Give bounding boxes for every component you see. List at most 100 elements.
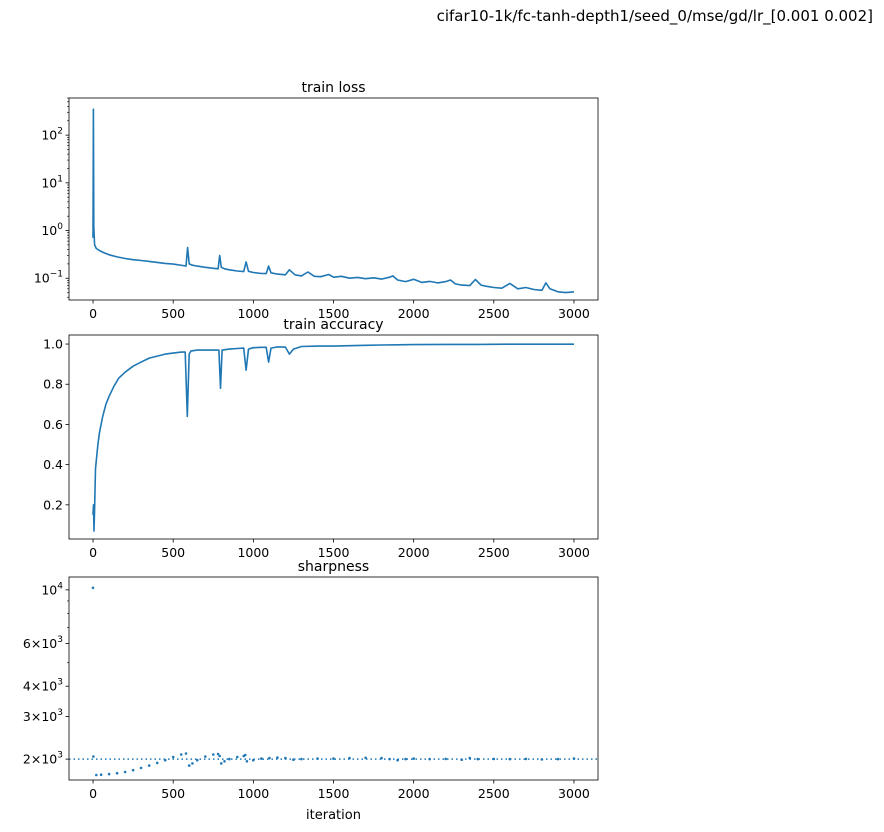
data-point — [236, 755, 239, 759]
x-tick-label: 2000 — [398, 306, 430, 321]
data-point — [364, 756, 367, 760]
y-tick-label: 0.6 — [43, 417, 63, 432]
x-tick-label: 1000 — [237, 786, 269, 801]
data-point — [179, 753, 183, 756]
data-point — [468, 756, 472, 760]
data-point — [316, 757, 319, 760]
data-point — [218, 754, 221, 758]
data-point — [244, 753, 247, 757]
x-tick-label: 2000 — [398, 786, 430, 801]
x-tick-label: 1500 — [318, 306, 350, 321]
data-point — [99, 773, 103, 776]
data-point — [404, 757, 407, 761]
plot-frame — [68, 97, 599, 301]
x-tick-label: 3000 — [558, 545, 590, 560]
data-point — [131, 768, 135, 772]
data-point — [220, 762, 223, 765]
data-point — [476, 757, 480, 761]
data-point — [380, 756, 383, 760]
x-tick-label: 1000 — [237, 545, 269, 560]
data-point — [139, 766, 143, 770]
chart-title: train accuracy — [283, 317, 383, 333]
data-point — [95, 773, 98, 777]
data-point — [187, 764, 191, 767]
data-point — [212, 753, 215, 756]
data-point — [184, 752, 188, 755]
data-point — [444, 757, 448, 761]
y-tick-label: 1.0 — [43, 337, 63, 352]
data-point — [223, 760, 226, 763]
y-tick-label: 6×103 — [23, 635, 63, 651]
data-point — [268, 756, 271, 760]
x-tick-label: 0 — [89, 306, 97, 321]
data-point — [572, 757, 576, 760]
data-point — [460, 758, 464, 761]
x-tick-label: 1500 — [318, 786, 350, 801]
data-point — [107, 772, 111, 776]
x-tick-label: 0 — [89, 786, 97, 801]
data-point — [348, 756, 351, 760]
data-point — [388, 757, 391, 761]
data-point — [155, 761, 159, 765]
figure-title: cifar10-1k/fc-tanh-depth1/seed_0/mse/gd/… — [437, 7, 873, 26]
y-tick-label: 102 — [41, 127, 63, 143]
x-tick-label: 3000 — [558, 786, 590, 801]
y-tick-label: 4×103 — [23, 678, 63, 694]
data-point — [115, 771, 119, 775]
x-tick-label: 1500 — [318, 545, 350, 560]
chart-title: train loss — [301, 80, 365, 96]
data-point — [276, 756, 279, 759]
series-line — [92, 343, 574, 532]
x-axis-label: iteration — [306, 808, 361, 823]
data-point — [171, 755, 175, 759]
data-point — [284, 756, 287, 760]
x-tick-label: 2500 — [478, 306, 510, 321]
y-tick-label: 0.4 — [43, 457, 63, 472]
data-point — [508, 757, 512, 761]
data-point — [91, 586, 95, 590]
data-point — [147, 764, 151, 767]
data-point — [428, 757, 432, 761]
data-point — [540, 758, 544, 761]
y-tick-label: 0.2 — [43, 497, 63, 512]
y-tick-label: 3×103 — [23, 708, 63, 724]
data-point — [252, 758, 255, 762]
x-tick-label: 0 — [89, 545, 97, 560]
x-tick-label: 2500 — [478, 786, 510, 801]
data-point — [492, 757, 496, 761]
x-tick-label: 500 — [161, 545, 185, 560]
data-point — [524, 757, 528, 761]
data-point — [228, 757, 231, 761]
y-tick-label: 0.8 — [43, 377, 63, 392]
data-point — [556, 757, 560, 761]
data-point — [332, 757, 335, 760]
x-tick-label: 2000 — [398, 545, 430, 560]
data-point — [92, 755, 95, 758]
chart-title: sharpness — [298, 559, 369, 575]
x-tick-label: 3000 — [558, 306, 590, 321]
y-tick-label: 2×103 — [23, 751, 63, 767]
plot-frame — [68, 334, 599, 540]
data-point — [300, 757, 303, 761]
data-point — [292, 758, 295, 761]
data-point — [191, 762, 194, 765]
data-point — [163, 758, 167, 762]
data-point — [216, 752, 220, 756]
y-tick-label: 104 — [41, 581, 63, 597]
data-point — [396, 758, 399, 762]
plot-frame — [68, 576, 599, 781]
y-tick-label: 101 — [41, 174, 63, 190]
chart-panel-3: sharpness 2×103 3×103 4×103 6×103 104 0 500 1000… — [23, 559, 599, 823]
chart-panel-2: train accuracy 0.2 0.4 0.6 0.8 1.0 0 500 1000 150… — [43, 317, 599, 560]
chart-panel-1: train loss 10−1 100 101 102 0 500 1000 1500 2000 2… — [34, 80, 599, 321]
data-point — [245, 760, 249, 763]
data-point — [260, 757, 263, 760]
x-tick-label: 500 — [161, 786, 185, 801]
x-tick-label: 500 — [161, 306, 185, 321]
data-point — [195, 758, 199, 762]
y-tick-label: 100 — [41, 222, 63, 238]
y-tick-label: 10−1 — [34, 270, 63, 286]
x-tick-label: 2500 — [478, 545, 510, 560]
series-line — [92, 108, 575, 294]
